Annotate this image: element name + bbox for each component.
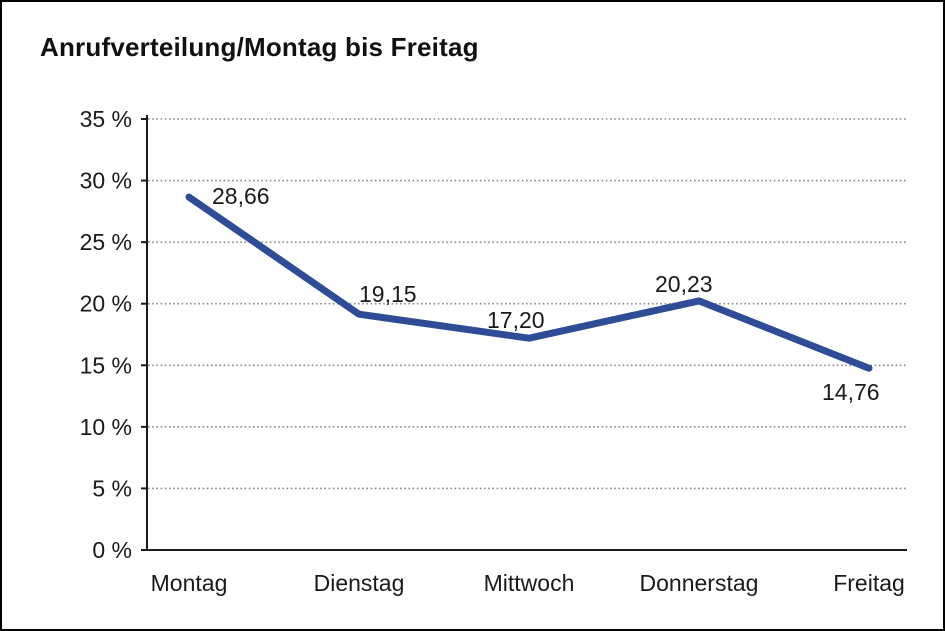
chart-title: Anrufverteilung/Montag bis Freitag bbox=[40, 32, 479, 62]
data-labels-group: 28,66 19,15 17,20 20,23 14,76 bbox=[212, 183, 880, 405]
category-label: Dienstag bbox=[314, 570, 405, 596]
y-tick-label: 10 % bbox=[80, 414, 132, 440]
y-tick-label: 20 % bbox=[80, 291, 132, 317]
series-line bbox=[185, 193, 873, 372]
y-tick-labels-group: 0 % 5 % 10 % 15 % 20 % 25 % 30 % 35 % bbox=[80, 106, 132, 563]
category-labels-group: Montag Dienstag Mittwoch Donnerstag Freitag bbox=[151, 570, 905, 596]
data-point-label: 28,66 bbox=[212, 183, 270, 209]
data-point-label: 17,20 bbox=[487, 307, 545, 333]
data-point-label: 14,76 bbox=[822, 379, 880, 405]
data-point-label: 20,23 bbox=[655, 271, 713, 297]
data-point-label: 19,15 bbox=[359, 281, 417, 307]
gridlines-group bbox=[148, 118, 907, 490]
category-label: Mittwoch bbox=[484, 570, 575, 596]
y-tick-label: 25 % bbox=[80, 229, 132, 255]
category-label: Montag bbox=[151, 570, 228, 596]
y-tick-label: 30 % bbox=[80, 168, 132, 194]
y-tick-label: 35 % bbox=[80, 106, 132, 132]
y-tick-label: 5 % bbox=[92, 475, 132, 501]
y-tick-label: 0 % bbox=[92, 537, 132, 563]
y-tick-label: 15 % bbox=[80, 352, 132, 378]
category-label: Freitag bbox=[833, 570, 905, 596]
axes-group bbox=[141, 115, 907, 551]
series-group bbox=[185, 193, 873, 372]
category-label: Donnerstag bbox=[640, 570, 759, 596]
